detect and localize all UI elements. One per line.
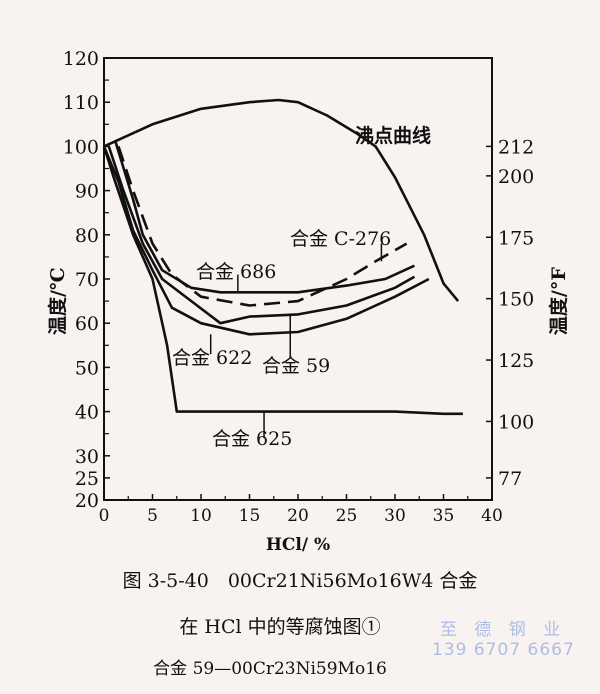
chart: 0 5 10 15 20 25 30 35 40202530405060708090100110… [46, 48, 570, 555]
y-right-tick-label: 200 [498, 166, 534, 188]
y-axis-label: 温度/℃ [46, 267, 69, 335]
watermark-name: 至 德 钢 业 [440, 620, 567, 640]
watermark-phone: 139 6707 6667 [432, 640, 575, 660]
series-line-5 [117, 145, 408, 307]
caption-line3: 合金 59—00Cr23Ni59Mo16 [153, 659, 387, 679]
series-line-2 [102, 145, 430, 336]
series-label: 合金 622 [172, 347, 252, 369]
series-line-4 [114, 141, 415, 294]
x-axis-label: HCl/ % [266, 535, 330, 555]
y-tick-label: 60 [75, 313, 99, 335]
series-label: 合金 59 [262, 355, 330, 377]
y-tick-label: 110 [63, 92, 99, 114]
y-tick-label: 70 [75, 269, 99, 291]
y-right-axis-label: 温度/°F [547, 267, 570, 335]
x-tick-label: 25 [336, 506, 358, 526]
y-tick-label: 30 [75, 446, 99, 468]
y-tick-label: 50 [75, 357, 99, 379]
y-right-tick-label: 150 [498, 289, 534, 311]
series-label: 合金 C-276 [290, 228, 391, 250]
y-right-tick-label: 125 [498, 350, 534, 372]
series-line-3 [107, 145, 416, 325]
caption-line2: 在 HCl 中的等腐蚀图① [179, 616, 381, 638]
series-label: 沸点曲线 [355, 124, 431, 147]
y-tick-label: 90 [75, 181, 99, 203]
x-tick-label: 20 [287, 506, 309, 526]
series-line-0 [103, 98, 460, 302]
y-tick-label: 40 [75, 402, 99, 424]
y-tick-label: 120 [63, 48, 99, 70]
x-tick-label: 10 [190, 506, 212, 526]
y-tick-label: 80 [75, 225, 99, 247]
y-right-tick-label: 212 [498, 136, 534, 158]
series-line-1 [102, 146, 463, 416]
y-right-tick-label: 175 [498, 227, 534, 249]
y-tick-label: 20 [75, 490, 99, 512]
y-right-tick-label: 77 [498, 468, 522, 490]
series-label: 合金 686 [196, 261, 276, 283]
y-tick-label: 100 [63, 136, 99, 158]
y-tick-label: 25 [75, 468, 99, 490]
x-tick-label: 35 [433, 506, 455, 526]
x-tick-label: 15 [239, 506, 261, 526]
series-label: 合金 625 [212, 428, 292, 450]
x-tick-label: 5 [147, 506, 158, 526]
x-tick-label: 0 [99, 506, 110, 526]
caption-line1: 图 3-5-40 00Cr21Ni56Mo16W4 合金 [122, 570, 478, 592]
x-tick-label: 40 [481, 506, 503, 526]
x-tick-label: 30 [384, 506, 406, 526]
y-right-tick-label: 100 [498, 411, 534, 433]
